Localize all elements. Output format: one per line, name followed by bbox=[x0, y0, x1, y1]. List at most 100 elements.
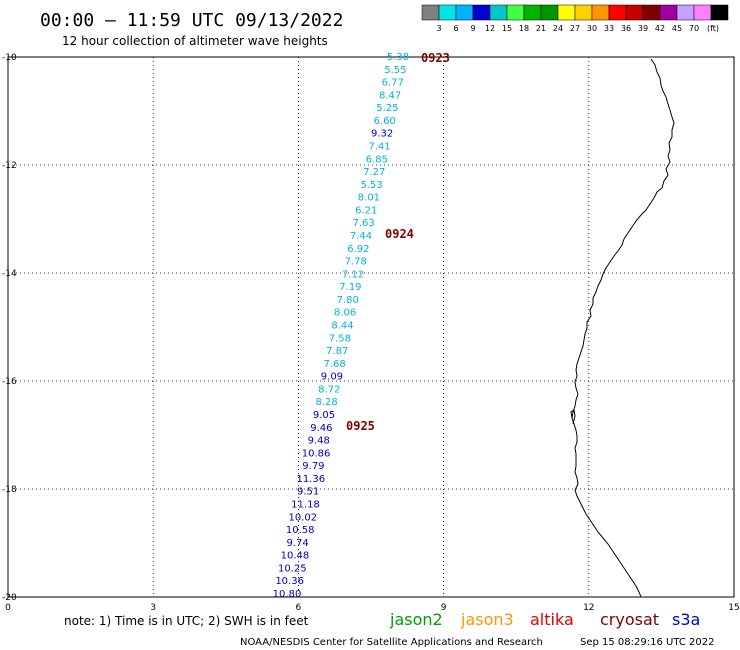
colorbar-label: 33 bbox=[604, 24, 614, 33]
satellite-s3a: s3a bbox=[672, 610, 700, 629]
wave-height-value: 11.18 bbox=[291, 500, 320, 511]
satellite-jason2: jason2 bbox=[389, 610, 443, 629]
map-frame bbox=[7, 56, 735, 598]
wave-height-value: 8.06 bbox=[334, 308, 356, 319]
wave-height-value: 5.25 bbox=[376, 103, 398, 114]
wave-height-value: 10.86 bbox=[302, 448, 331, 459]
latitude-label: -14 bbox=[2, 269, 17, 279]
wave-height-value: 7.80 bbox=[337, 295, 359, 306]
longitude-label: 3 bbox=[150, 603, 156, 613]
coastline bbox=[571, 58, 675, 598]
longitude-label: 0 bbox=[5, 603, 11, 613]
longitude-label: 6 bbox=[296, 603, 302, 613]
longitude-label: 9 bbox=[441, 603, 447, 613]
colorbar-swatch bbox=[421, 4, 440, 21]
satellite-altika: altika bbox=[530, 610, 574, 629]
generated-timestamp: Sep 15 08:29:16 UTC 2022 bbox=[580, 637, 714, 648]
wave-height-value: 8.44 bbox=[331, 321, 353, 332]
colorbar-label: 21 bbox=[536, 24, 546, 33]
latitude-label: -10 bbox=[2, 53, 17, 63]
colorbar-swatch bbox=[574, 4, 593, 21]
latitude-label: -20 bbox=[2, 593, 17, 603]
colorbar-swatch bbox=[625, 4, 644, 21]
colorbar-label: 9 bbox=[470, 24, 475, 33]
colorbar-swatch bbox=[642, 4, 661, 21]
wave-height-value: 9.74 bbox=[286, 538, 308, 549]
credit-text: NOAA/NESDIS Center for Satellite Applica… bbox=[240, 637, 543, 648]
wave-height-value: 7.78 bbox=[345, 257, 367, 268]
footer-note: note: 1) Time is in UTC; 2) SWH is in fe… bbox=[64, 614, 309, 628]
wave-height-value: 7.19 bbox=[339, 282, 361, 293]
colorbar-label: 70 bbox=[689, 24, 699, 33]
wave-height-value: 9.32 bbox=[371, 129, 393, 140]
colorbar-label: 42 bbox=[655, 24, 665, 33]
wave-height-value: 8.28 bbox=[316, 397, 338, 408]
colorbar-swatch bbox=[540, 4, 559, 21]
colorbar-unit: (ft) bbox=[707, 24, 719, 33]
wave-height-value: 7.27 bbox=[363, 167, 385, 178]
wave-height-value: 10.02 bbox=[289, 512, 318, 523]
lat-lon-grid bbox=[8, 57, 734, 597]
wave-height-value: 7.87 bbox=[326, 346, 348, 357]
wave-height-value: 10.58 bbox=[286, 525, 315, 536]
colorbar-label: 18 bbox=[519, 24, 529, 33]
wave-height-value: 7.68 bbox=[323, 359, 345, 370]
colorbar-label: 6 bbox=[453, 24, 458, 33]
wave-height-value: 10.48 bbox=[281, 551, 310, 562]
colorbar-legend: 3 6 9 12 15 18 21 24 27 30 33 36 39 42 45 70 (ft) bbox=[421, 4, 729, 33]
wave-height-value: 7.44 bbox=[350, 231, 372, 242]
latitude-label: -12 bbox=[2, 161, 17, 171]
map-title: 00:00 – 11:59 UTC 09/13/2022 bbox=[40, 10, 343, 31]
colorbar-label: 36 bbox=[621, 24, 631, 33]
wave-height-value: 10.25 bbox=[278, 563, 307, 574]
wave-height-value: 7.12 bbox=[342, 269, 364, 280]
colorbar-swatch bbox=[455, 4, 474, 21]
colorbar-swatch bbox=[489, 4, 508, 21]
colorbar-label: 30 bbox=[587, 24, 597, 33]
colorbar-swatch bbox=[710, 4, 729, 21]
wave-height-value: 5.55 bbox=[384, 65, 406, 76]
wave-height-value: 10.36 bbox=[275, 576, 304, 587]
colorbar-label: 15 bbox=[502, 24, 512, 33]
colorbar-swatch bbox=[693, 4, 712, 21]
coastline-inlet bbox=[570, 409, 576, 425]
longitude-labels: 0 3 6 9 12 15 bbox=[5, 603, 740, 613]
wave-height-value: 9.51 bbox=[297, 487, 319, 498]
wave-height-value: 9.79 bbox=[302, 461, 324, 472]
wave-height-value: 9.48 bbox=[308, 436, 330, 447]
colorbar-swatch bbox=[659, 4, 678, 21]
wave-height-value: 7.41 bbox=[368, 142, 390, 153]
altimeter-track: 5.38 5.55 6.778.47 5.25 6.60 9.32 7.416.85 7.27… bbox=[273, 52, 409, 600]
colorbar-label: 12 bbox=[485, 24, 495, 33]
wave-height-value: 6.85 bbox=[366, 154, 388, 165]
colorbar-swatch bbox=[523, 4, 542, 21]
colorbar-swatch bbox=[608, 4, 627, 21]
wave-height-value: 5.38 bbox=[387, 52, 409, 63]
colorbar-swatch bbox=[438, 4, 457, 21]
satellite-jason3: jason3 bbox=[460, 610, 514, 629]
wave-height-value: 9.46 bbox=[310, 423, 332, 434]
longitude-label: 15 bbox=[728, 603, 739, 613]
time-label-0924: 0924 bbox=[385, 227, 414, 241]
wave-height-value: 9.09 bbox=[321, 372, 343, 383]
latitude-label: -16 bbox=[2, 377, 17, 387]
wave-height-value: 8.47 bbox=[379, 90, 401, 101]
wave-height-value: 6.21 bbox=[355, 205, 377, 216]
wave-height-value: 6.77 bbox=[382, 78, 404, 89]
colorbar-label: 24 bbox=[553, 24, 563, 33]
wave-height-value: 8.01 bbox=[358, 193, 380, 204]
latitude-labels: -10 -12 -14 -16 -18 -20 bbox=[2, 53, 17, 603]
latitude-label: -18 bbox=[2, 485, 17, 495]
colorbar-swatch bbox=[472, 4, 491, 21]
time-label-0923: 0923 bbox=[421, 51, 450, 65]
colorbar-swatch bbox=[557, 4, 576, 21]
wave-height-value: 9.05 bbox=[313, 410, 335, 421]
wave-height-value: 5.53 bbox=[360, 180, 382, 191]
colorbar-swatch bbox=[676, 4, 695, 21]
colorbar-swatch bbox=[506, 4, 525, 21]
colorbar-label: 27 bbox=[570, 24, 580, 33]
colorbar-swatch bbox=[591, 4, 610, 21]
colorbar-label: 39 bbox=[638, 24, 648, 33]
wave-height-value: 7.58 bbox=[329, 333, 351, 344]
